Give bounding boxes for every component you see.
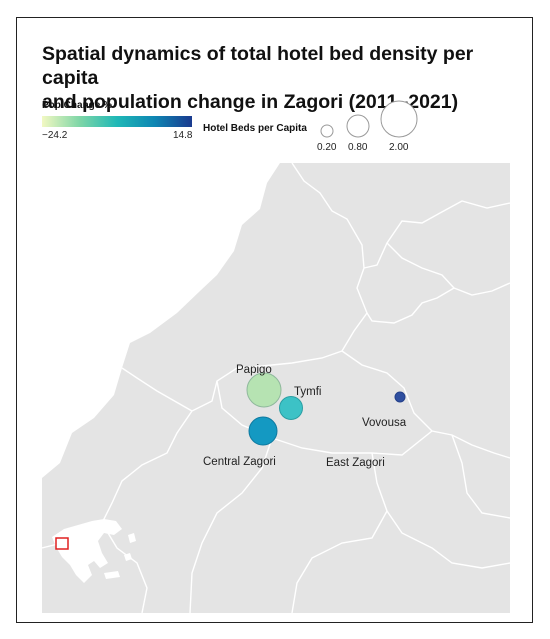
inset-island-3 [128, 533, 136, 543]
inset-country-shape [52, 519, 122, 583]
inset-island-2 [124, 553, 132, 561]
size-legend-label-large: 2.00 [389, 142, 409, 153]
bubble-vovousa [394, 391, 406, 403]
color-legend-title: Pop Change % [42, 100, 113, 111]
greece-inset [52, 519, 136, 583]
title-line-1: Spatial dynamics of total hotel bed dens… [42, 43, 474, 89]
size-legend-label-small: 0.20 [317, 142, 337, 153]
color-legend-min: −24.2 [42, 130, 68, 141]
size-legend-title: Hotel Beds per Capita [203, 123, 307, 134]
color-legend-gradient [42, 116, 192, 127]
title-line-2: and population change in Zagori (2011–20… [42, 91, 459, 113]
label-central-zagori: Central Zagori [203, 456, 276, 468]
inset-island-1 [104, 571, 120, 579]
label-papigo: Papigo [236, 364, 272, 376]
size-legend-circle-small [320, 124, 334, 138]
coast-land [42, 485, 62, 515]
label-east-zagori: East Zagori [326, 457, 385, 469]
size-legend-label-medium: 0.80 [348, 142, 368, 153]
size-legend-circle-medium [346, 114, 370, 138]
size-legend-circles [320, 100, 418, 138]
bubble-central-zagori [248, 416, 278, 446]
bubble-tymfi [279, 396, 303, 420]
label-vovousa: Vovousa [362, 417, 407, 429]
color-legend-max: 14.8 [173, 130, 193, 141]
size-legend-circle-large [380, 100, 418, 138]
label-tymfi: Tymfi [294, 386, 321, 398]
map-title: Spatial dynamics of total hotel bed dens… [42, 42, 522, 114]
inset-location-marker [55, 537, 69, 550]
bubble-papigo [246, 372, 282, 408]
zagori-map: Papigo Tymfi Vovousa Central Zagori East… [42, 163, 510, 613]
